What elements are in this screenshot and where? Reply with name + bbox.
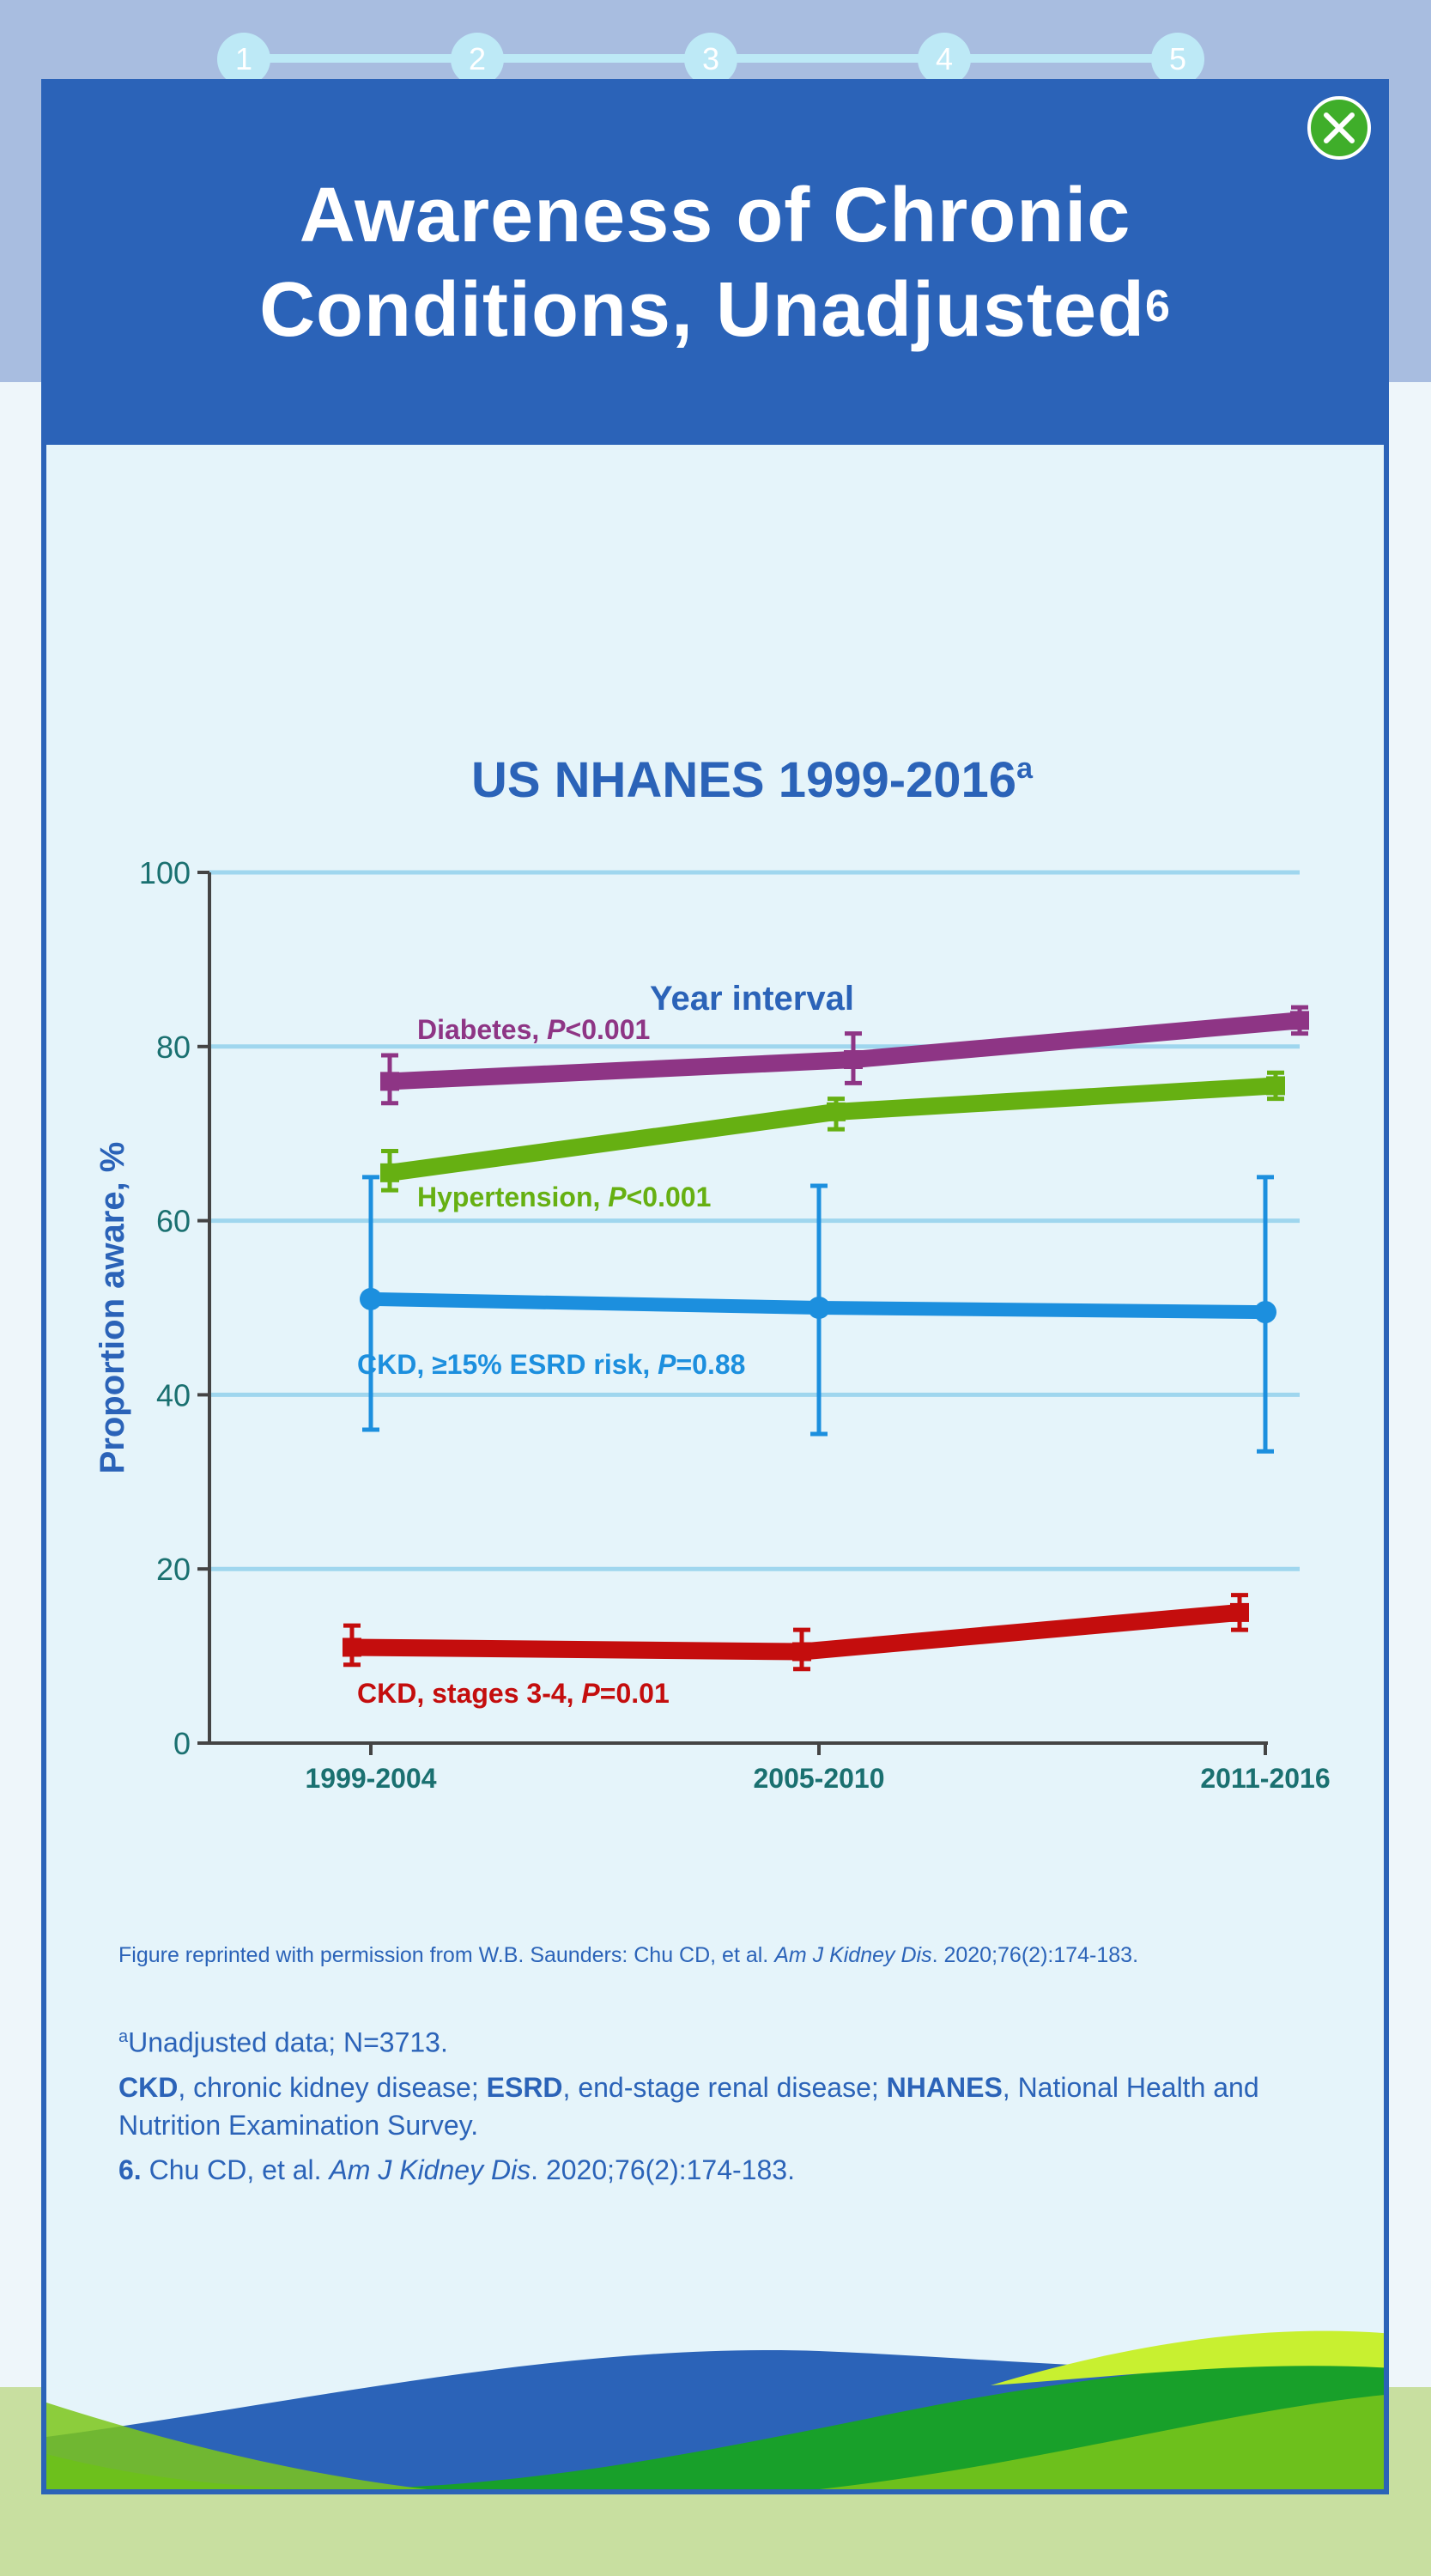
abbr-ckd: CKD — [118, 2071, 179, 2103]
series-hypertension — [380, 1070, 1285, 1193]
abbr-nhanes-def: , National Health and Nutrition Examinat… — [118, 2071, 1259, 2141]
reference-number: 6. — [118, 2154, 142, 2185]
footnote-a: aUnadjusted data; N=3713. — [118, 2018, 1363, 2062]
step-connector — [944, 54, 1186, 63]
abbr-esrd: ESRD — [486, 2071, 563, 2103]
title-reference-superscript: 6 — [1145, 282, 1171, 331]
footnote-a-marker: a — [118, 2027, 129, 2046]
y-tick-label: 20 — [156, 1552, 191, 1587]
title-line-1: Awareness of Chronic — [299, 173, 1131, 258]
series-label: Diabetes, P<0.001 — [417, 1014, 650, 1045]
step-progress: 1 2 3 4 5 — [0, 26, 1431, 94]
abbreviations: CKD, chronic kidney disease; ESRD, end-s… — [118, 2069, 1363, 2144]
chart-title: US NHANES 1999-2016a — [471, 752, 1034, 808]
step-5[interactable]: 5 — [1151, 33, 1204, 86]
y-axis-label: Proportion aware, % — [94, 1142, 131, 1474]
grid-lines — [209, 870, 1300, 1571]
figure-source: Figure reprinted with permission from W.… — [118, 1943, 1363, 1968]
step-1[interactable]: 1 — [217, 33, 270, 86]
step-2[interactable]: 2 — [451, 33, 504, 86]
source-journal: Am J Kidney Dis — [774, 1943, 932, 1967]
x-tick-label: 1999-2004 — [305, 1763, 436, 1794]
close-icon — [1324, 112, 1355, 143]
line-chart: US NHANES 1999-2016a 0 20 40 60 80 100 1999-20… — [94, 752, 1331, 1794]
data-point — [827, 1102, 846, 1121]
footnotes: Figure reprinted with permission from W.… — [118, 1943, 1363, 2196]
x-axis-label: Year interval — [650, 980, 854, 1018]
footnote-a-text: Unadjusted data; N=3713. — [128, 2026, 448, 2058]
wave-lime — [46, 2395, 1384, 2489]
data-point — [792, 1642, 811, 1662]
source-suffix: . 2020;76(2):174-183. — [931, 1943, 1139, 1967]
title-line-2-text: Conditions, Unadjusted — [259, 267, 1146, 353]
step-connector — [477, 54, 719, 63]
title-line-2: Conditions, Unadjusted6 — [46, 263, 1384, 357]
chart-axes: 0 20 40 60 80 100 1999-2004 2005-2010 2011-2016 — [139, 855, 1331, 1794]
step-connector — [244, 54, 486, 63]
close-button[interactable] — [1307, 96, 1371, 160]
data-point — [380, 1163, 399, 1182]
reference-journal: Am J Kidney Dis — [329, 2154, 531, 2185]
data-point — [343, 1637, 361, 1657]
series-labels: Diabetes, P<0.001 Hypertension, P<0.001 CK… — [357, 1014, 745, 1709]
chart-title-superscript: a — [1016, 752, 1034, 785]
data-point — [380, 1072, 399, 1091]
y-tick-label: 100 — [139, 855, 191, 890]
step-4[interactable]: 4 — [918, 33, 971, 86]
data-point — [360, 1287, 382, 1310]
y-tick-label: 0 — [173, 1726, 191, 1761]
decorative-waves — [46, 2330, 1384, 2489]
source-prefix: Figure reprinted with permission from W.… — [118, 1943, 775, 1967]
reference-6: 6. Chu CD, et al. Am J Kidney Dis. 2020;… — [118, 2151, 1363, 2189]
x-tick-label: 2005-2010 — [753, 1763, 884, 1794]
data-point — [1266, 1076, 1285, 1096]
modal-header: Awareness of Chronic Conditions, Unadjus… — [46, 84, 1384, 445]
series-ckd-stages-3-4 — [343, 1593, 1249, 1672]
data-point — [1254, 1301, 1276, 1324]
series-ckd-esrd-risk — [360, 1175, 1276, 1454]
step-3[interactable]: 3 — [684, 33, 737, 86]
data-point — [1230, 1602, 1249, 1622]
abbr-ckd-def: , chronic kidney disease; — [178, 2071, 487, 2103]
chart-series — [343, 1005, 1309, 1672]
chart-title-text: US NHANES 1999-2016 — [471, 752, 1016, 808]
series-label: CKD, stages 3-4, P=0.01 — [357, 1678, 670, 1709]
data-point — [808, 1297, 830, 1319]
data-point — [844, 1050, 863, 1070]
y-tick-label: 40 — [156, 1377, 191, 1413]
series-label: Hypertension, P<0.001 — [417, 1182, 711, 1212]
abbr-esrd-def: , end-stage renal disease; — [562, 2071, 887, 2103]
page-title: Awareness of Chronic Conditions, Unadjus… — [46, 168, 1384, 357]
abbr-nhanes: NHANES — [886, 2071, 1003, 2103]
series-label: CKD, ≥15% ESRD risk, P=0.88 — [357, 1349, 745, 1380]
y-tick-label: 80 — [156, 1030, 191, 1065]
wave-highlight — [991, 2330, 1384, 2385]
series-diabetes — [380, 1005, 1309, 1106]
x-tick-label: 2011-2016 — [1200, 1763, 1330, 1794]
modal-dialog: Awareness of Chronic Conditions, Unadjus… — [41, 79, 1389, 2494]
step-connector — [711, 54, 953, 63]
data-point — [1290, 1011, 1309, 1030]
y-tick-label: 60 — [156, 1204, 191, 1239]
reference-suffix: . 2020;76(2):174-183. — [531, 2154, 795, 2185]
reference-text: Chu CD, et al. — [141, 2154, 330, 2185]
